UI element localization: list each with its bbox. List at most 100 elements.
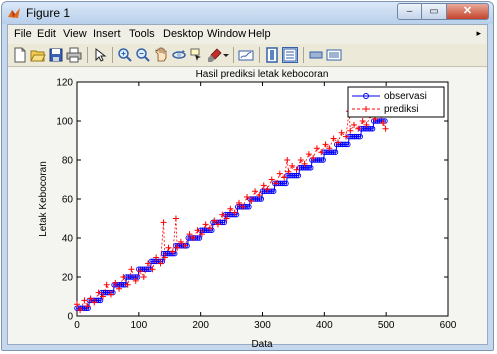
prediksi-point <box>322 141 329 148</box>
brush-icon[interactable] <box>207 47 223 63</box>
observasi-point <box>252 196 259 202</box>
figure-canvas[interactable]: Hasil prediksi letak kebocoran Data Leta… <box>8 67 487 350</box>
legend-box <box>347 86 445 118</box>
observasi-point <box>226 211 232 218</box>
show-plot-tools-icon[interactable] <box>326 47 342 63</box>
brush-dropdown-icon[interactable] <box>223 47 229 63</box>
menu-view[interactable]: View <box>63 28 87 40</box>
print-icon[interactable] <box>66 47 82 63</box>
prediksi-point <box>289 162 296 169</box>
insert-colorbar-icon[interactable] <box>264 47 280 63</box>
menu-tools[interactable]: Tools <box>129 28 155 40</box>
observasi-point <box>293 172 300 179</box>
observasi-point <box>118 282 125 288</box>
pan-icon[interactable] <box>153 47 169 63</box>
legend-prediksi-marker <box>363 106 369 112</box>
x-tick-label: 0 <box>74 320 80 331</box>
prediksi-point <box>256 192 263 199</box>
observasi-point <box>302 165 308 171</box>
prediksi-point <box>334 139 341 146</box>
prediksi-point <box>182 242 189 249</box>
observasi-point <box>154 258 160 265</box>
prediksi-point <box>239 203 246 210</box>
chart-title: Hasil prediksi letak kebocoran <box>196 69 329 80</box>
prediksi-point <box>214 221 221 228</box>
prediksi-point <box>137 268 144 275</box>
x-tick-label: 600 <box>440 320 457 331</box>
insert-legend-icon[interactable] <box>282 47 298 63</box>
prediksi-point <box>198 231 205 238</box>
rotate-3d-icon[interactable] <box>171 47 187 63</box>
toolbar-separator <box>112 47 113 63</box>
prediksi-point <box>91 299 98 306</box>
prediksi-point <box>169 248 176 255</box>
observasi-point <box>327 149 333 155</box>
prediksi-point <box>206 225 213 232</box>
menu-overflow-arrow-icon[interactable]: ▸ <box>476 28 481 38</box>
prediksi-point <box>363 121 370 128</box>
zoom-out-icon[interactable] <box>135 47 151 63</box>
legend-observasi-label: observasi <box>384 91 427 102</box>
legend[interactable]: observasi prediksi <box>347 86 445 118</box>
prediksi-point <box>310 155 317 162</box>
menu-window[interactable]: Window <box>207 28 247 40</box>
observasi-point <box>329 149 335 155</box>
prediksi-point <box>160 219 167 226</box>
observasi-point <box>284 172 290 179</box>
edit-plot-arrow-icon[interactable] <box>92 47 108 63</box>
open-file-icon[interactable] <box>30 47 46 63</box>
maximize-button[interactable]: ▭ <box>422 3 447 20</box>
prediksi-point <box>330 135 337 142</box>
observasi-point <box>196 235 203 241</box>
prediksi-point <box>99 293 106 300</box>
plot-canvas[interactable]: Hasil prediksi letak kebocoran Data Leta… <box>8 67 489 351</box>
hide-plot-tools-icon[interactable] <box>308 47 324 63</box>
prediksi-point <box>355 125 362 132</box>
observasi-point <box>246 204 252 210</box>
observasi-point <box>369 126 376 132</box>
observasi-point <box>298 165 305 171</box>
y-tick-label: 120 <box>56 78 73 89</box>
prediksi-point <box>284 157 291 163</box>
observasi-point <box>283 180 289 187</box>
save-icon[interactable] <box>48 47 64 63</box>
observasi-point <box>203 227 209 233</box>
data-cursor-icon[interactable] <box>189 47 205 63</box>
observasi-point <box>343 141 349 148</box>
prediksi-point <box>81 297 88 304</box>
menu-file[interactable]: File <box>14 28 32 40</box>
x-tick-label: 300 <box>254 320 271 331</box>
observasi-point <box>228 211 234 218</box>
toolbar-separator <box>87 47 88 63</box>
y-tick-label: 80 <box>62 156 74 167</box>
observasi-point <box>291 172 298 179</box>
prediksi-point <box>77 307 84 314</box>
menu-edit[interactable]: Edit <box>37 28 56 40</box>
observasi-point <box>339 141 346 148</box>
menu-desktop[interactable]: Desktop <box>163 28 204 40</box>
menu-insert[interactable]: Insert <box>93 28 121 40</box>
close-button[interactable]: ✕ <box>447 3 489 20</box>
observasi-point <box>102 289 109 296</box>
prediksi-point <box>313 145 320 152</box>
zoom-in-icon[interactable] <box>117 47 133 63</box>
title-bar[interactable]: Figure 1 – ▭ ✕ <box>2 2 493 24</box>
link-plot-icon[interactable] <box>238 47 254 63</box>
observasi-point <box>150 258 156 265</box>
observasi-point <box>81 305 88 311</box>
menu-help[interactable]: Help <box>248 28 271 40</box>
observasi-point <box>345 141 351 148</box>
prediksi-point <box>165 244 172 251</box>
prediksi-point <box>116 285 123 292</box>
x-tick-label: 400 <box>316 320 333 331</box>
observasi-point <box>166 250 172 257</box>
prediksi-point <box>194 227 201 234</box>
prediksi-point <box>268 176 275 183</box>
minimize-button[interactable]: – <box>397 3 422 20</box>
x-tick-label: 100 <box>130 320 147 331</box>
prediksi-point <box>318 149 325 156</box>
observasi-point <box>300 165 307 171</box>
new-figure-icon[interactable] <box>12 47 28 63</box>
prediksi-point <box>177 238 184 245</box>
observasi-point <box>290 172 296 179</box>
